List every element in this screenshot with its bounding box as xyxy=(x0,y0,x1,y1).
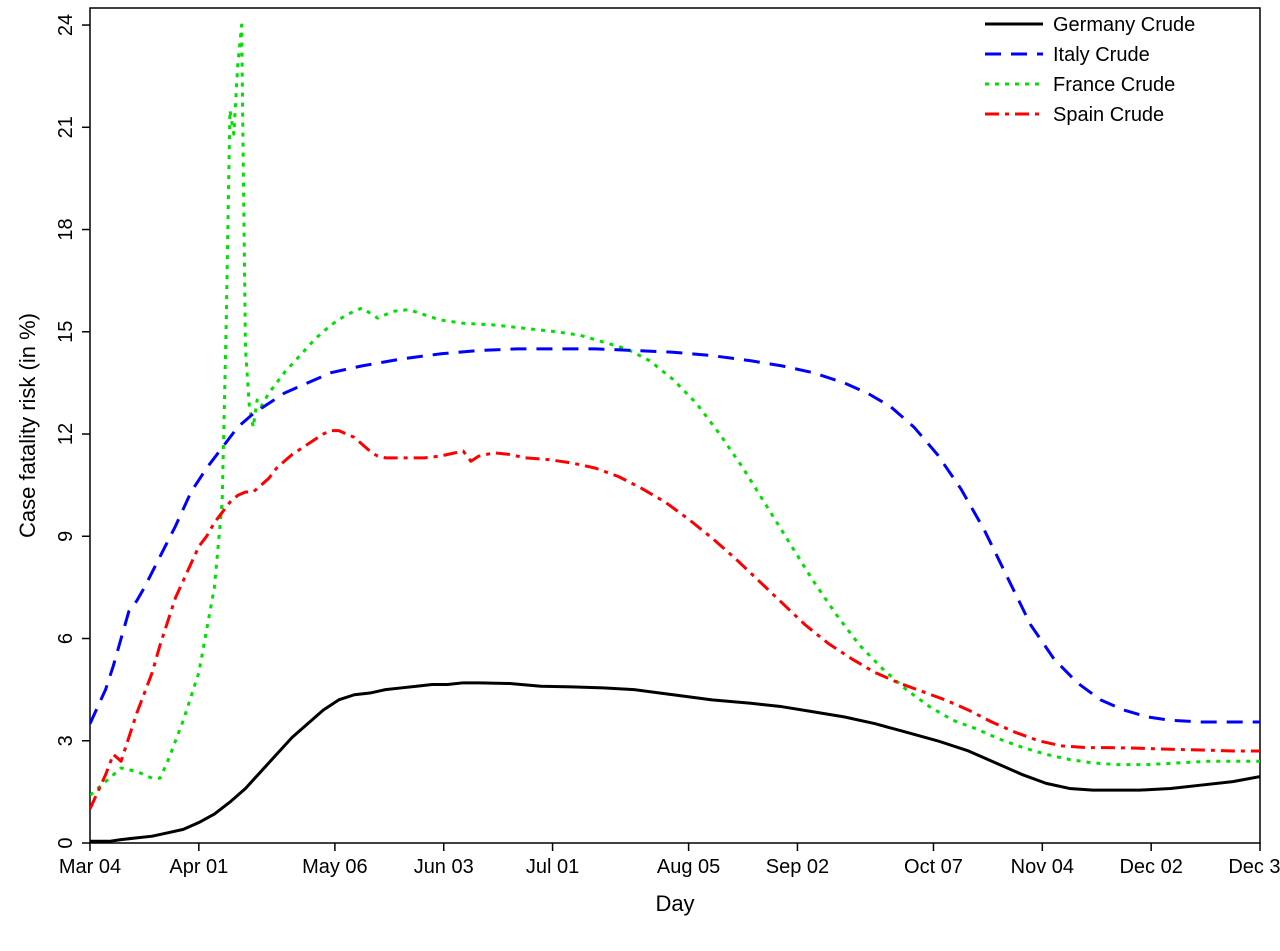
y-axis-label: Case fatality risk (in %) xyxy=(15,313,40,538)
x-tick-label: Apr 01 xyxy=(169,856,228,878)
y-tick-label: 3 xyxy=(55,735,77,746)
y-tick-label: 18 xyxy=(55,218,77,240)
x-tick-label: May 06 xyxy=(302,856,368,878)
y-tick-label: 0 xyxy=(55,837,77,848)
line-chart: 0 3 6 9 12 15 18 21 24 Case fatality risk (in %) M… xyxy=(0,0,1280,951)
legend-label-germany: Germany Crude xyxy=(1053,14,1195,36)
y-tick-label: 6 xyxy=(55,633,77,644)
x-tick-label: Sep 02 xyxy=(766,856,829,878)
x-tick-label: Dec 02 xyxy=(1119,856,1182,878)
x-axis-label: Day xyxy=(655,891,694,916)
x-tick-label: Oct 07 xyxy=(904,856,963,878)
x-tick-label: Mar 04 xyxy=(59,856,121,878)
x-tick-label: Nov 04 xyxy=(1011,856,1074,878)
y-tick-label: 15 xyxy=(55,321,77,343)
x-tick-label: Jun 03 xyxy=(414,856,474,878)
y-tick-label: 9 xyxy=(55,531,77,542)
x-tick-label: Aug 05 xyxy=(657,856,720,878)
legend-label-france: France Crude xyxy=(1053,74,1175,96)
y-tick-label: 21 xyxy=(55,116,77,138)
legend-label-spain: Spain Crude xyxy=(1053,104,1164,126)
y-tick-label: 24 xyxy=(55,14,77,36)
x-tick-label: Jul 01 xyxy=(526,856,579,878)
y-tick-label: 12 xyxy=(55,423,77,445)
legend-label-italy: Italy Crude xyxy=(1053,44,1150,66)
chart-container: 0 3 6 9 12 15 18 21 24 Case fatality risk (in %) M… xyxy=(0,0,1280,951)
x-tick-label: Dec 30 xyxy=(1228,856,1280,878)
